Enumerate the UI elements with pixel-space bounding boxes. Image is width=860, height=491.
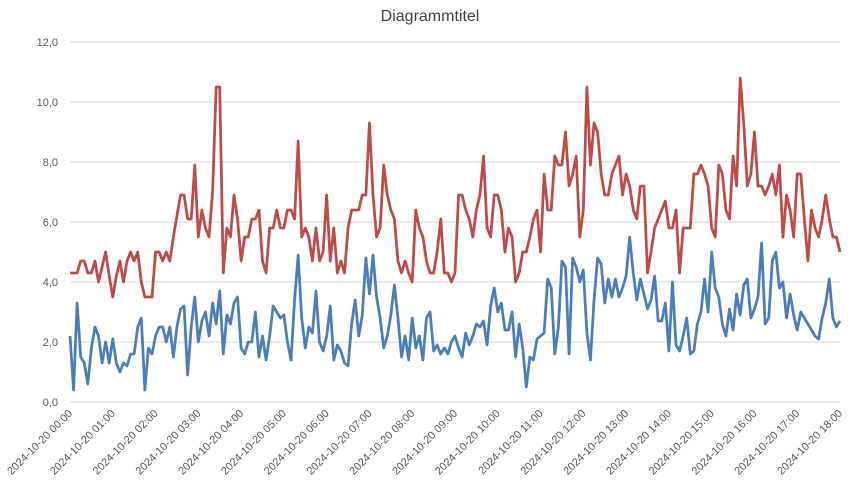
y-tick-label: 12,0 <box>37 37 58 49</box>
y-tick-label: 2,0 <box>43 337 58 349</box>
series-line <box>68 235 842 392</box>
y-tick-label: 4,0 <box>43 277 58 289</box>
series-line <box>70 76 842 299</box>
y-tick-label: 10,0 <box>37 97 58 109</box>
y-tick-label: 6,0 <box>43 217 58 229</box>
chart-title: Diagrammtitel <box>381 8 480 25</box>
y-tick-label: 0,0 <box>43 397 58 409</box>
y-tick-label: 8,0 <box>43 157 58 169</box>
